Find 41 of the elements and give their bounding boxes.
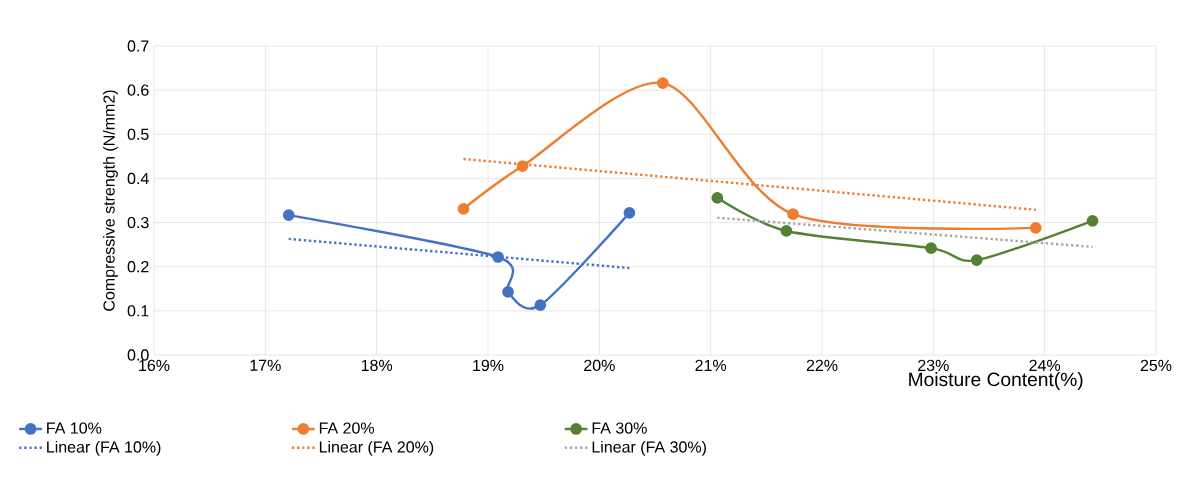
y-tick-label: 0.7	[127, 40, 149, 52]
point	[1029, 222, 1042, 234]
point	[516, 160, 529, 172]
point	[780, 225, 793, 237]
x-axis-title: Moisture Content(%)	[909, 372, 1083, 390]
y-tick-label: 0.0	[127, 349, 149, 361]
y-tick-label: 0.6	[127, 84, 149, 96]
legend-label: FA 30%	[592, 422, 647, 434]
y-tick-label: 0.3	[127, 216, 149, 229]
x-tick-label: 17%	[250, 359, 281, 371]
x-tick-label: 21%	[695, 359, 727, 371]
point	[1086, 214, 1099, 227]
point	[502, 286, 514, 298]
y-tick-label: 0.5	[127, 128, 149, 140]
legend-label: FA 20%	[319, 422, 375, 434]
legend-label: FA 10%	[47, 422, 102, 434]
point	[534, 299, 547, 311]
point	[457, 203, 470, 215]
point	[787, 208, 799, 221]
point	[970, 254, 983, 266]
y-axis-title: Compressive strength (N/mm2)	[102, 90, 118, 311]
x-tick-label: 24%	[1029, 359, 1061, 371]
y-tick-label: 0.4	[127, 172, 149, 185]
legend-label: Linear (FA 30%)	[592, 440, 706, 456]
point	[656, 77, 669, 89]
x-tick-label: 20%	[584, 359, 615, 372]
y-tick-label: 0.1	[127, 305, 149, 317]
point	[282, 209, 295, 221]
point	[492, 251, 504, 263]
point	[711, 191, 724, 204]
point	[925, 242, 937, 255]
legend-label: Linear (FA 10%)	[47, 440, 161, 456]
x-tick-label: 22%	[806, 359, 838, 371]
legend-label: Linear (FA 20%)	[319, 440, 434, 456]
x-tick-label: 25%	[1140, 359, 1172, 372]
x-tick-label: 16%	[139, 359, 170, 372]
x-tick-label: 23%	[918, 359, 949, 372]
y-tick-label: 0.2	[127, 261, 149, 273]
x-tick-label: 18%	[361, 359, 393, 372]
point	[623, 207, 636, 219]
x-tick-label: 19%	[473, 359, 504, 372]
